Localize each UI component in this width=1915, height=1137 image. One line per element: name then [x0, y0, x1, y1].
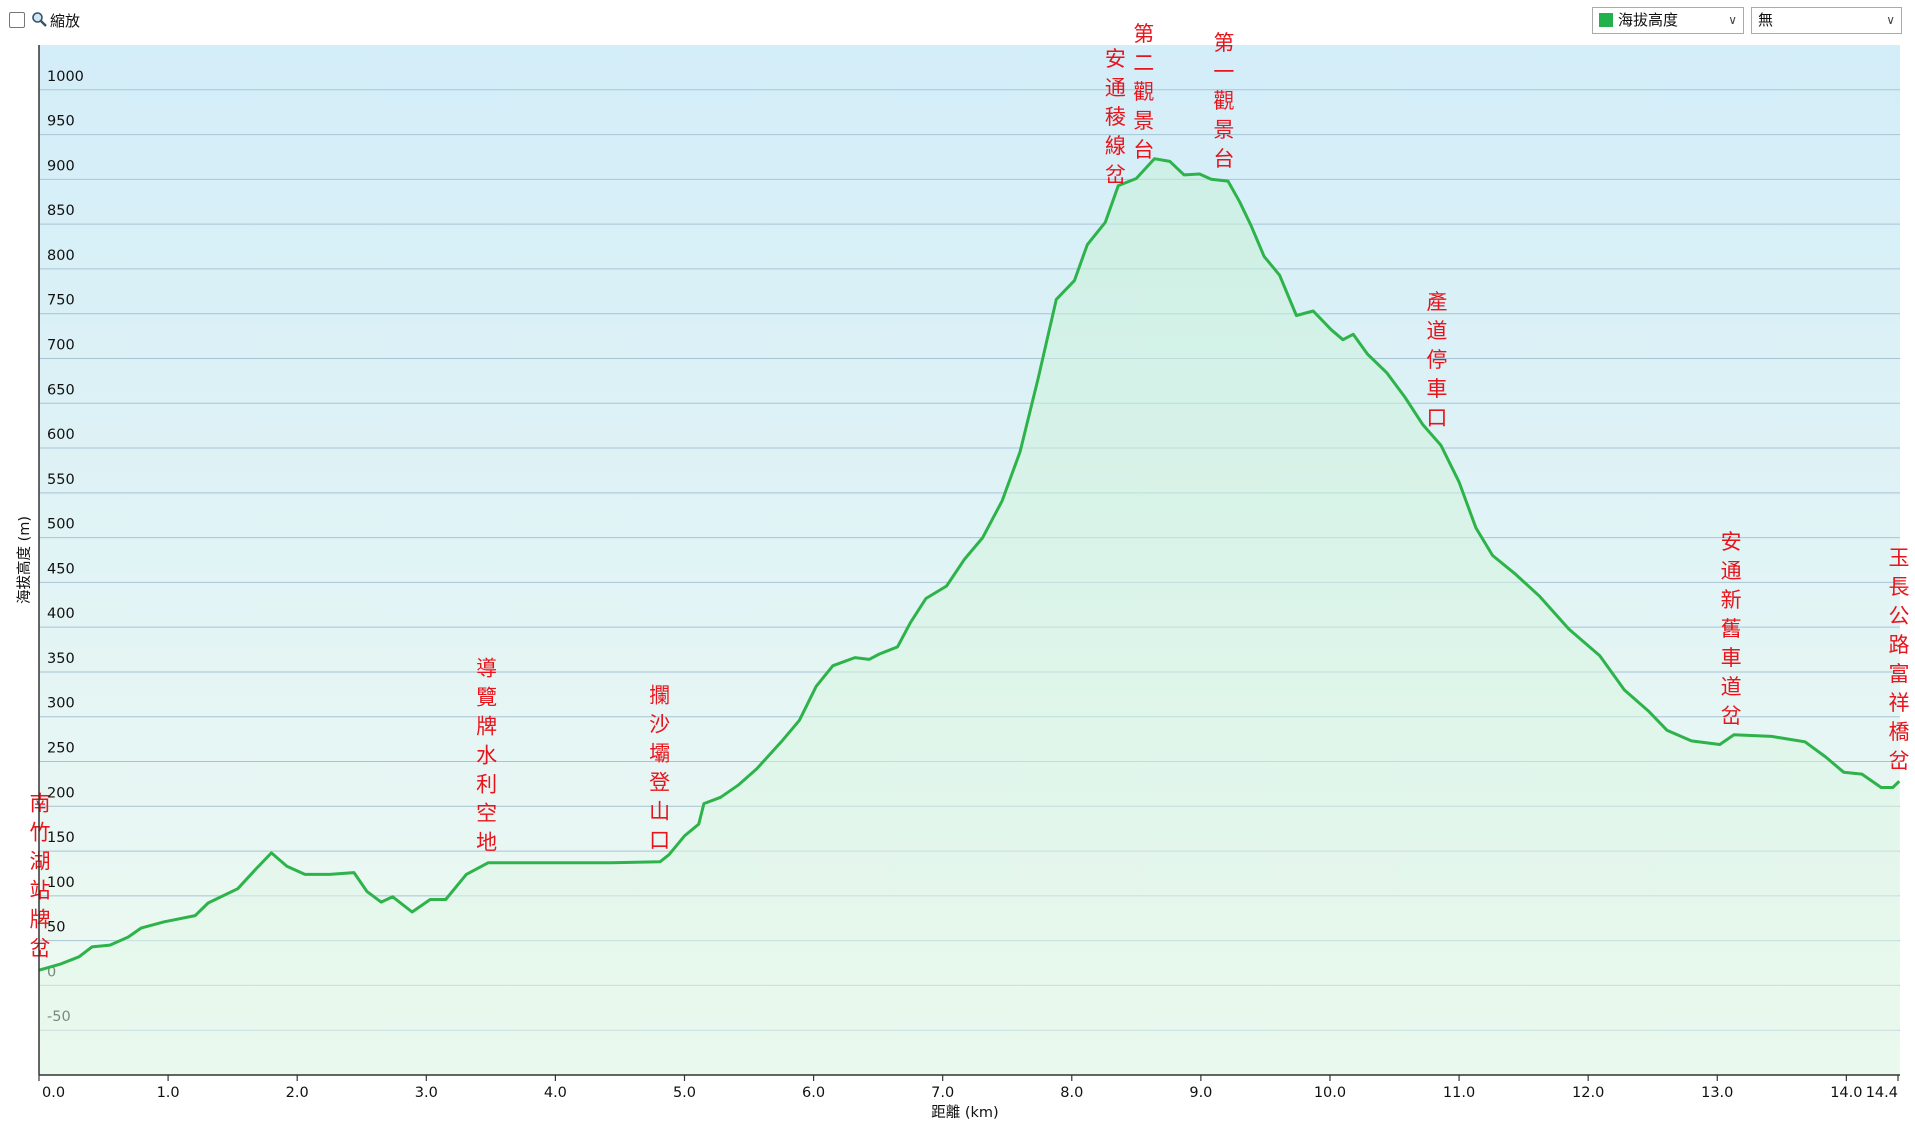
- zoom-checkbox[interactable]: [9, 12, 25, 28]
- x-tick-label: 3.0: [415, 1085, 438, 1101]
- series-select-label: 海拔高度: [1618, 11, 1679, 29]
- y-tick-label: 600: [47, 427, 75, 443]
- y-tick-label: 150: [47, 830, 75, 846]
- annotation: 產道停車口: [1424, 290, 1448, 435]
- elevation-line: [38, 157, 1901, 972]
- elevation-area: [39, 158, 1900, 1075]
- x-tick-label: 6.0: [802, 1085, 825, 1101]
- annotation: 第一觀景台: [1211, 32, 1235, 177]
- x-tick-label: 4.0: [544, 1085, 567, 1101]
- annotation: 攔沙壩登山口: [647, 684, 671, 858]
- y-tick-label: 500: [47, 517, 75, 533]
- y-tick-label: 100: [47, 875, 75, 891]
- annotation: 安通稜線岔: [1102, 48, 1126, 193]
- x-tick-label: 11.0: [1443, 1085, 1475, 1101]
- x-tick-label: 10.0: [1314, 1085, 1346, 1101]
- x-tick-label: 14.4: [1866, 1085, 1898, 1101]
- annotation: 第二觀景台: [1131, 22, 1155, 167]
- compare-select-label: 無: [1758, 11, 1774, 29]
- series-select[interactable]: 海拔高度 ∨: [1592, 7, 1744, 34]
- y-tick-label: 400: [47, 606, 75, 622]
- zoom-label: 縮放: [50, 12, 81, 30]
- annotation: 安通新舊車道岔: [1718, 530, 1742, 733]
- y-tick-label: 550: [47, 472, 75, 488]
- y-tick-label: 750: [47, 293, 75, 309]
- x-tick-label: 1.0: [157, 1085, 180, 1101]
- magnifier-icon: [32, 12, 47, 27]
- y-tick-label: 650: [47, 382, 75, 398]
- y-tick-label: 950: [47, 114, 75, 130]
- y-tick-label: 450: [47, 561, 75, 577]
- y-tick-label: 800: [47, 248, 75, 264]
- annotation: 玉長公路富祥橋岔: [1886, 546, 1910, 778]
- y-tick-label: 850: [47, 203, 75, 219]
- x-tick-label: 2.0: [286, 1085, 309, 1101]
- y-tick-label: 900: [47, 158, 75, 174]
- x-tick-label: 7.0: [931, 1085, 954, 1101]
- x-tick-label: 14.0: [1830, 1085, 1862, 1101]
- y-tick-label: 1000: [47, 69, 84, 85]
- y-tick-label: 50: [47, 920, 65, 936]
- x-axis-title: 距離 (km): [931, 1103, 998, 1121]
- x-tick-label: 0.0: [42, 1085, 65, 1101]
- y-tick-label: 200: [47, 785, 75, 801]
- toolbar: 縮放 海拔高度 ∨ 無 ∨: [0, 0, 1915, 40]
- x-tick-label: 8.0: [1060, 1085, 1083, 1101]
- x-tick-label: 5.0: [673, 1085, 696, 1101]
- x-tick-label: 9.0: [1189, 1085, 1212, 1101]
- compare-select[interactable]: 無 ∨: [1751, 7, 1902, 34]
- annotation: 導覽牌水利空地: [474, 657, 498, 860]
- y-tick-label: 250: [47, 741, 75, 757]
- y-tick-label: 350: [47, 651, 75, 667]
- y-tick-label: 300: [47, 696, 75, 712]
- x-tick-label: 13.0: [1701, 1085, 1733, 1101]
- y-tick-label: 700: [47, 337, 75, 353]
- x-tick-label: 12.0: [1572, 1085, 1604, 1101]
- y-axis-title: 海拔高度 (m): [16, 516, 33, 604]
